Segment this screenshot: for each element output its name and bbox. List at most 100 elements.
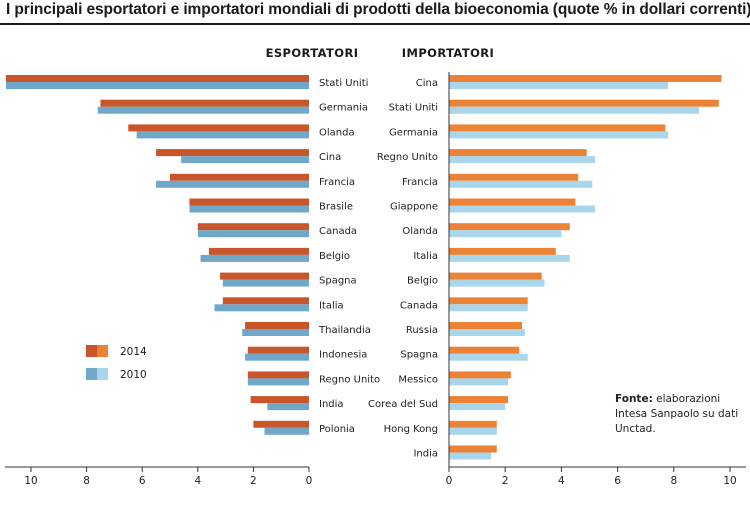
bar-export-2014 — [253, 420, 309, 428]
import-category-label: Giappone — [390, 202, 438, 213]
bar-import-2014 — [449, 149, 587, 157]
bar-export-2014 — [156, 149, 309, 157]
bar-import-2014 — [449, 173, 579, 181]
bar-import-2010 — [449, 254, 570, 262]
import-category-label: Messico — [398, 374, 438, 385]
bar-export-2010 — [214, 304, 309, 312]
bar-import-2010 — [449, 279, 545, 287]
title-divider — [0, 23, 750, 25]
import-category-label: Spagna — [400, 350, 438, 361]
import-category-label: India — [413, 449, 438, 460]
import-tick-label: 0 — [446, 475, 453, 487]
bar-import-2014 — [449, 322, 523, 329]
import-category-label: Belgio — [407, 276, 438, 287]
export-category-label: Regno Unito — [319, 374, 380, 385]
export-tick-label: 6 — [139, 475, 146, 487]
import-category-label: Canada — [400, 300, 438, 311]
import-tick-label: 6 — [614, 475, 621, 487]
bar-import-2010 — [449, 205, 596, 213]
importers-panel: IMPORTATORI Cina Stati Uniti Germania Regno … — [368, 46, 746, 487]
bar-export-2014 — [247, 371, 309, 379]
export-category-label: Canada — [319, 226, 357, 237]
bar-import-2014 — [449, 272, 542, 280]
export-category-label: Thailandia — [318, 325, 371, 336]
bar-import-2014 — [449, 445, 497, 453]
import-tick-label: 10 — [723, 475, 736, 487]
import-category-label: Francia — [402, 177, 438, 188]
bar-import-2010 — [449, 452, 492, 460]
bar-export-2014 — [247, 346, 309, 354]
export-category-label: Olanda — [319, 127, 355, 138]
bar-export-2010 — [245, 353, 309, 361]
bar-import-2014 — [449, 247, 556, 255]
legend: 2014 2010 — [86, 345, 147, 381]
source-text: elaborazioni Intesa Sanpaolo su dati Unc… — [615, 393, 739, 435]
bar-import-2014 — [449, 198, 576, 206]
bar-export-2010 — [264, 427, 309, 435]
bar-import-2014 — [449, 75, 722, 82]
import-category-label: Regno Unito — [377, 152, 438, 163]
bar-export-2014 — [5, 75, 309, 82]
export-category-label: Italia — [319, 300, 344, 311]
bar-export-2010 — [5, 82, 309, 89]
export-tick-label: 8 — [83, 475, 90, 487]
import-tick-label: 2 — [502, 475, 509, 487]
import-category-label: Italia — [413, 251, 438, 262]
bar-export-2010 — [197, 230, 309, 238]
bar-export-2014 — [189, 198, 309, 206]
bar-export-2014 — [220, 272, 309, 280]
bar-export-2010 — [222, 279, 309, 287]
export-category-label: Brasile — [319, 202, 353, 213]
exporters-title: ESPORTATORI — [266, 46, 359, 60]
bar-export-2014 — [208, 247, 309, 255]
bar-export-2014 — [100, 99, 309, 107]
source-note: Fonte: elaborazioni Intesa Sanpaolo su d… — [615, 392, 745, 437]
bar-import-2010 — [449, 82, 669, 89]
import-category-label: Hong Kong — [384, 424, 438, 435]
bar-export-2014 — [222, 297, 309, 305]
bar-export-2010 — [189, 205, 309, 213]
export-tick-label: 10 — [24, 475, 37, 487]
import-category-label: Russia — [406, 325, 438, 336]
bar-import-2010 — [449, 329, 525, 336]
export-category-label: Stati Uniti — [319, 78, 368, 89]
export-tick-label: 0 — [306, 475, 313, 487]
bar-import-2014 — [449, 420, 497, 428]
bar-export-2010 — [242, 329, 309, 336]
export-tick-label: 2 — [250, 475, 257, 487]
bar-export-2014 — [245, 322, 309, 329]
bar-export-2010 — [247, 378, 309, 386]
chart-title: I principali esportatori e importatori m… — [6, 1, 750, 18]
import-category-label: Germania — [389, 127, 438, 138]
import-tick-label: 8 — [670, 475, 677, 487]
import-category-label: Stati Uniti — [389, 103, 438, 114]
bar-export-2010 — [156, 180, 309, 188]
bar-export-2014 — [197, 223, 309, 231]
export-category-label: Polonia — [319, 424, 355, 435]
bar-export-2010 — [136, 131, 309, 139]
bar-import-2010 — [449, 403, 506, 411]
bar-import-2014 — [449, 371, 511, 379]
bar-export-2010 — [267, 403, 309, 411]
exporters-panel: ESPORTATORI Stati Uniti Germania Olanda Cina… — [5, 46, 380, 487]
bar-export-2010 — [97, 106, 309, 114]
bar-export-2014 — [170, 173, 309, 181]
export-category-label: Germania — [319, 103, 368, 114]
bar-import-2014 — [449, 346, 520, 354]
bar-import-2010 — [449, 131, 669, 139]
bar-import-2014 — [449, 99, 719, 107]
bar-export-2014 — [250, 396, 309, 404]
legend-swatch-export-2010 — [86, 368, 97, 380]
bar-import-2014 — [449, 223, 570, 231]
export-category-label: India — [319, 399, 344, 410]
legend-swatch-import-2010 — [97, 368, 108, 380]
bar-import-2010 — [449, 106, 700, 114]
importers-title: IMPORTATORI — [402, 46, 494, 60]
bar-import-2014 — [449, 124, 666, 132]
bar-import-2010 — [449, 353, 528, 361]
export-category-label: Indonesia — [319, 350, 367, 361]
import-category-label: Olanda — [402, 226, 438, 237]
legend-label-2010: 2010 — [120, 369, 147, 381]
bar-import-2010 — [449, 427, 497, 435]
